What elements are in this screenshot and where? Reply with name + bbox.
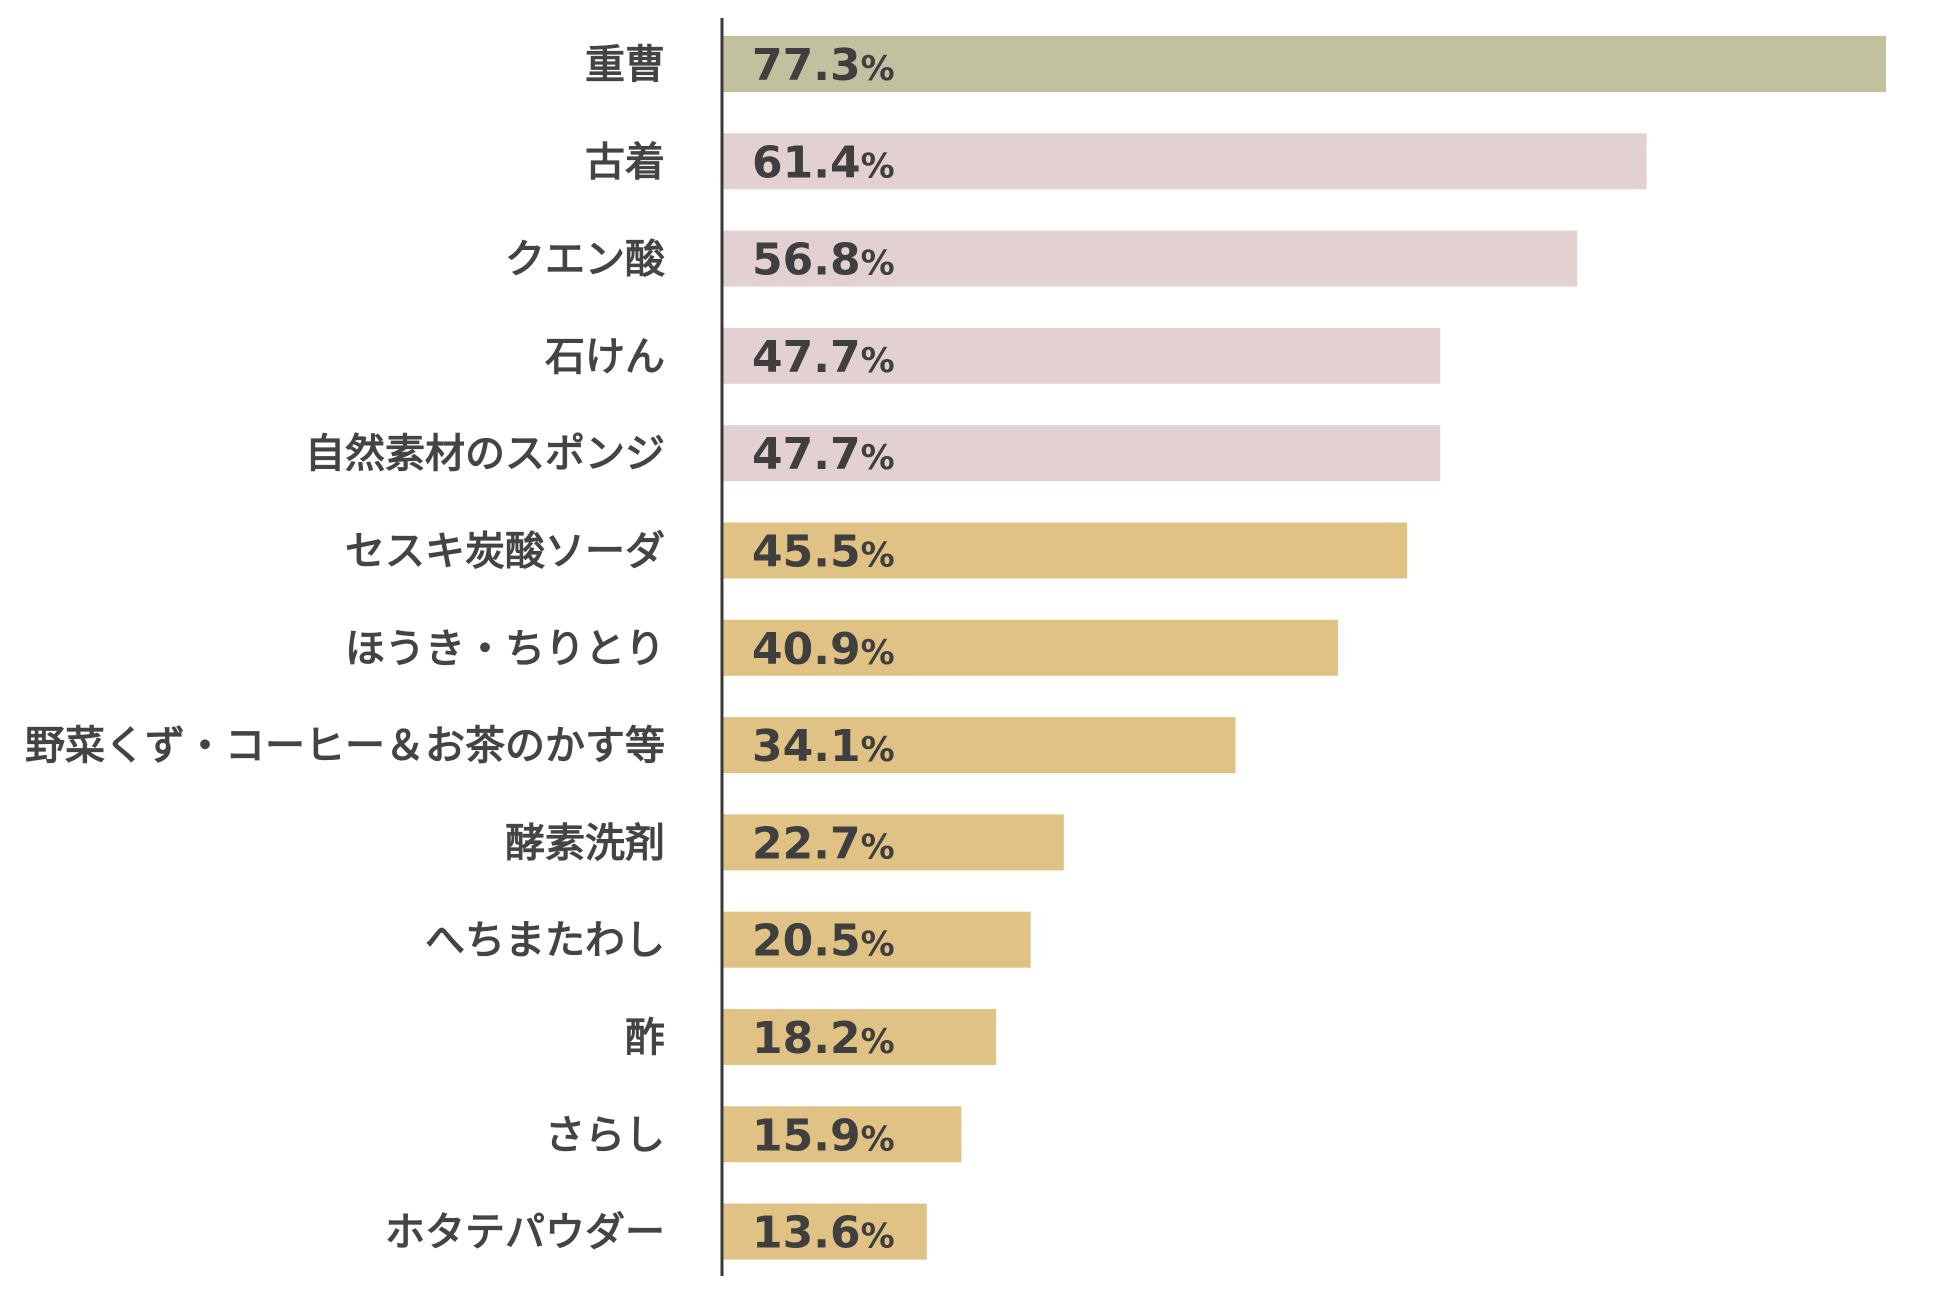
value-unit: % (861, 827, 895, 867)
value-unit: % (861, 1022, 895, 1062)
value-label: 47.7% (752, 332, 895, 383)
bars-layer (722, 36, 1886, 1260)
category-label: へちまたわし (425, 918, 665, 964)
bar (722, 36, 1886, 92)
bar (722, 717, 1236, 774)
value-unit: % (861, 49, 895, 89)
value-unit: % (861, 925, 895, 965)
bar (722, 1106, 962, 1163)
value-number: 15.9 (752, 1110, 861, 1161)
bar (722, 1009, 997, 1065)
value-label: 13.6% (752, 1208, 895, 1259)
value-number: 34.1 (752, 721, 861, 772)
value-number: 40.9 (752, 624, 861, 675)
value-label: 47.7% (752, 429, 895, 480)
value-number: 18.2 (752, 1013, 861, 1064)
value-unit: % (861, 633, 895, 673)
value-number: 61.4 (752, 137, 861, 188)
category-label: 古着 (585, 139, 665, 185)
value-number: 20.5 (752, 916, 861, 967)
value-label: 61.4% (752, 137, 895, 188)
value-number: 77.3 (752, 40, 861, 91)
value-unit: % (861, 536, 895, 576)
bar (722, 911, 1031, 968)
value-label: 40.9% (752, 624, 895, 675)
value-unit: % (861, 341, 895, 381)
bar (722, 327, 1441, 384)
category-label: 自然素材のスポンジ (305, 431, 665, 477)
bar (722, 1203, 927, 1260)
category-label: クエン酸 (505, 237, 666, 283)
value-number: 47.7 (752, 332, 861, 383)
category-label: 石けん (545, 334, 665, 380)
bar (722, 425, 1441, 482)
category-label: ほうき・ちりとり (345, 626, 665, 672)
category-label: さらし (545, 1112, 665, 1158)
value-label: 22.7% (752, 818, 895, 869)
value-unit: % (861, 1217, 895, 1257)
category-label: ホタテパウダー (385, 1210, 665, 1256)
value-unit: % (861, 244, 895, 284)
category-label: 酵素洗剤 (505, 820, 665, 866)
value-label: 56.8% (752, 235, 895, 286)
value-label: 20.5% (752, 916, 895, 967)
category-label: 野菜くず・コーヒー＆お茶のかす等 (25, 723, 665, 769)
value-label: 34.1% (752, 721, 895, 772)
value-label: 18.2% (752, 1013, 895, 1064)
value-number: 13.6 (752, 1208, 861, 1259)
value-number: 47.7 (752, 429, 861, 480)
category-label: 酢 (625, 1015, 665, 1061)
category-labels: 重曹古着クエン酸石けん自然素材のスポンジセスキ炭酸ソーダほうき・ちりとり野菜くず… (25, 42, 666, 1256)
bar (722, 814, 1064, 871)
value-unit: % (861, 730, 895, 770)
value-unit: % (861, 438, 895, 478)
value-label: 15.9% (752, 1110, 895, 1161)
value-number: 56.8 (752, 235, 861, 286)
bar (722, 522, 1408, 579)
category-label: 重曹 (585, 42, 665, 88)
value-unit: % (861, 1119, 895, 1159)
value-label: 77.3% (752, 40, 895, 91)
value-labels: 77.3%61.4%56.8%47.7%47.7%45.5%40.9%34.1%… (752, 40, 895, 1259)
value-unit: % (861, 146, 895, 186)
value-number: 45.5 (752, 527, 861, 578)
value-label: 45.5% (752, 527, 895, 578)
value-number: 22.7 (752, 818, 861, 869)
bar (722, 619, 1338, 676)
category-label: セスキ炭酸ソーダ (345, 529, 665, 575)
bar (722, 230, 1578, 287)
bar (722, 133, 1647, 190)
